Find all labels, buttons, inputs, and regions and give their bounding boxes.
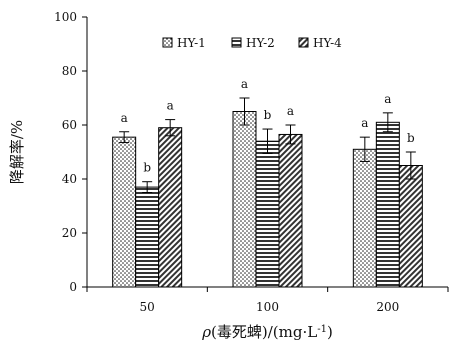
legend-label: HY-4 [313,36,342,50]
significance-letter: a [167,99,174,113]
legend-swatch [231,37,242,48]
y-tick-label: 40 [62,172,77,186]
bar-hy-2 [135,186,160,288]
significance-letter: a [384,92,391,106]
bar-hy-1 [112,136,137,288]
x-tick-label: 50 [140,300,155,314]
legend-swatch [162,37,173,48]
significance-letter: b [264,108,272,122]
significance-letter: a [241,77,248,91]
x-tick-label: 100 [256,300,279,314]
significance-letter: b [143,161,151,175]
significance-letter: a [121,111,128,125]
y-tick-label: 60 [62,118,77,132]
bar-hy-4 [398,165,423,288]
bar-hy-4 [158,127,183,288]
bar-hy-2 [375,121,400,288]
x-axis-label-part: ) [327,323,333,341]
y-tick-label: 80 [62,64,77,78]
x-axis-label-part: (毒死蜱)/(mg·L [211,323,317,341]
y-tick-label: 20 [62,226,77,240]
y-axis-label: 降解率/% [8,120,26,184]
bar-hy-4 [278,133,303,288]
significance-letter: a [287,104,294,118]
y-tick-label: 0 [69,280,77,294]
significance-letter: b [407,131,415,145]
bar-hy-1 [232,111,257,288]
x-tick-label: 200 [376,300,399,314]
significance-letter: a [361,116,368,130]
y-tick-label: 100 [54,10,77,24]
x-axis-label: ρ(毒死蜱)/(mg·L-1) [201,323,333,341]
legend-label: HY-2 [246,36,275,50]
bar-hy-2 [255,140,280,288]
x-axis-label-part: -1 [317,324,327,335]
legend-label: HY-1 [177,36,206,50]
x-axis-label-part: ρ [201,323,211,341]
legend-swatch [298,37,309,48]
bar-hy-1 [352,148,377,288]
